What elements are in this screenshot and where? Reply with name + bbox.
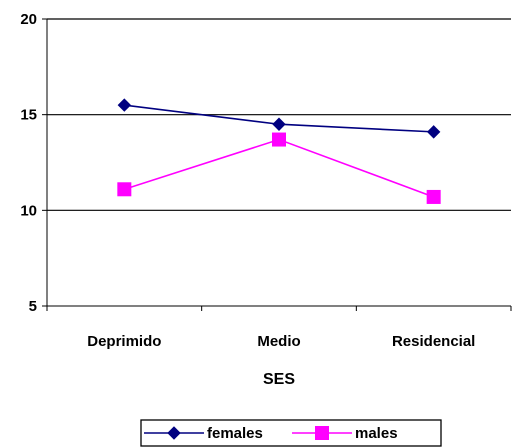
- y-tick-label: 15: [20, 107, 37, 124]
- legend-item-females: females: [144, 425, 263, 442]
- gridlines: [42, 18, 511, 307]
- series-males: [117, 132, 441, 204]
- legend-marker: [167, 426, 181, 440]
- y-tick-label: 5: [29, 298, 37, 315]
- legend-marker: [315, 426, 329, 440]
- legend-label: males: [355, 425, 398, 442]
- x-tick-label: Deprimido: [87, 333, 161, 350]
- legend-item-males: males: [292, 425, 398, 442]
- y-tick-label: 10: [20, 202, 37, 219]
- y-tick-label: 20: [20, 11, 37, 28]
- data-point: [272, 117, 286, 131]
- series-line: [124, 138, 434, 198]
- data-point: [426, 125, 441, 139]
- series-females: [117, 98, 441, 139]
- axes: [46, 19, 511, 307]
- y-tick-labels: 5 10 15 20: [20, 11, 37, 315]
- data-point: [117, 98, 132, 112]
- legend-label: females: [207, 425, 263, 442]
- series: [117, 98, 441, 204]
- x-axis-title: SES: [263, 371, 295, 388]
- data-point: [272, 132, 286, 147]
- x-tick-labels: Deprimido Medio Residencial: [46, 306, 512, 350]
- legend: females males: [140, 419, 442, 447]
- data-point: [117, 182, 132, 197]
- x-tick-label: Medio: [257, 333, 300, 350]
- data-point: [426, 189, 441, 204]
- x-tick-label: Residencial: [392, 333, 475, 350]
